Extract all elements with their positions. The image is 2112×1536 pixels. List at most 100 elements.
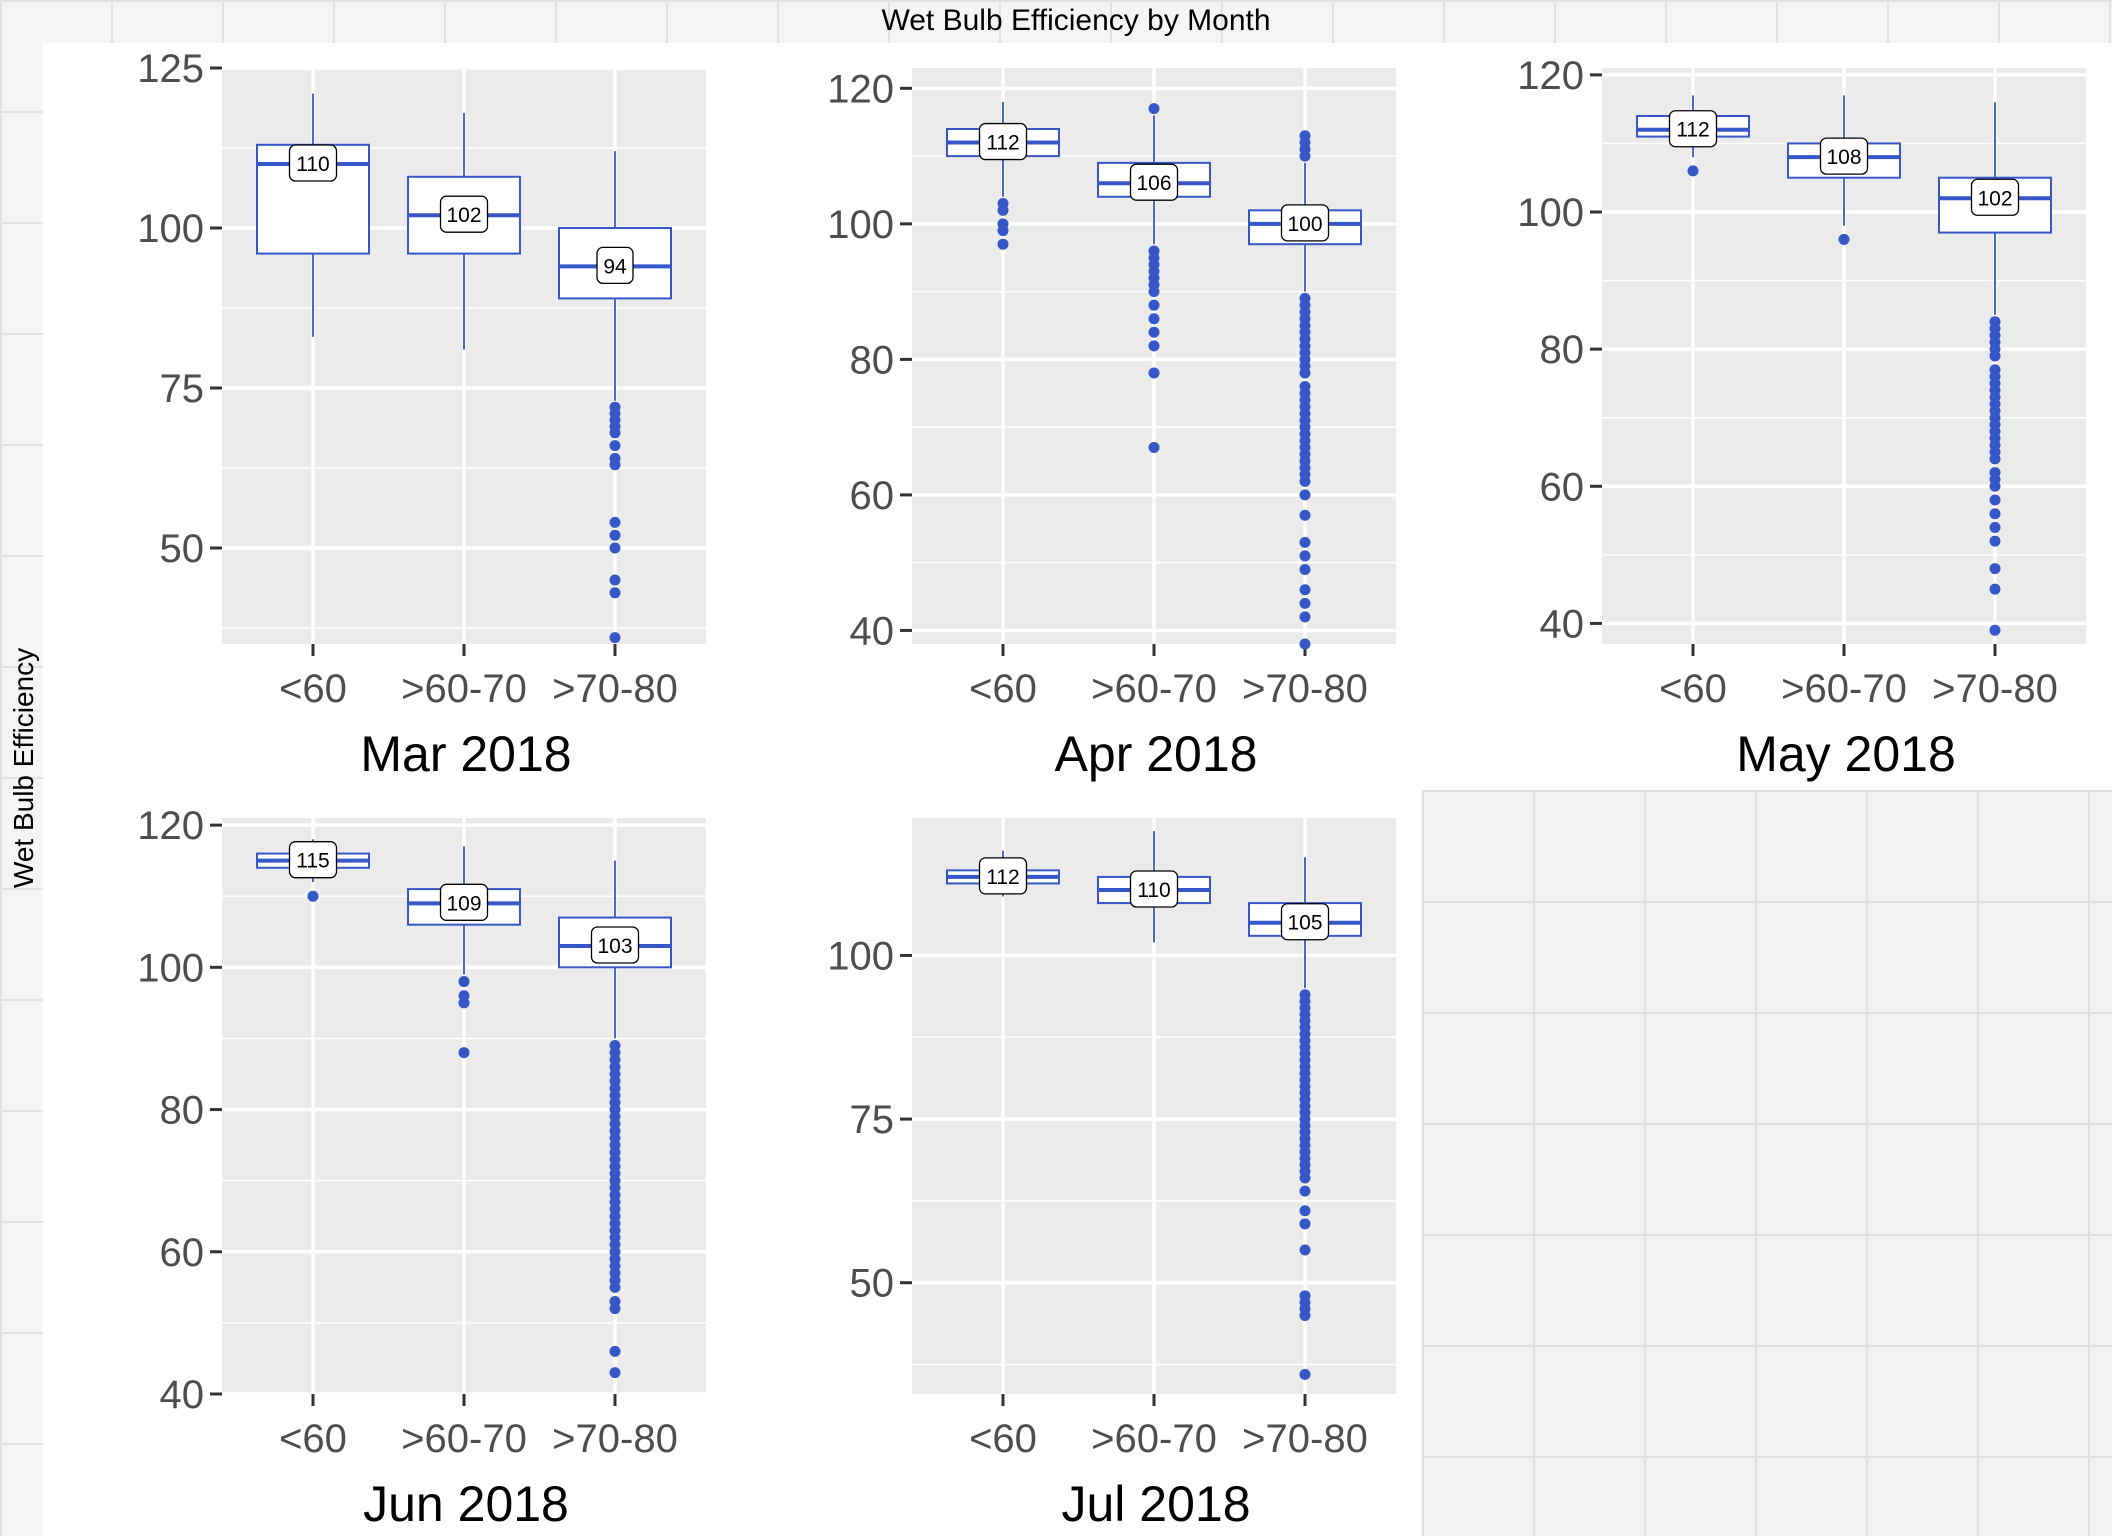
outlier-point	[1299, 475, 1311, 487]
outlier-point	[609, 440, 621, 452]
median-label-box	[1129, 870, 1179, 908]
x-tick-label: >60-70	[1091, 667, 1217, 711]
x-tick-label: >60-70	[1781, 667, 1907, 711]
box--70-80: 105	[1248, 857, 1362, 1380]
box--60: 110	[256, 93, 370, 337]
box--60: 112	[946, 850, 1060, 897]
y-tick-label: 75	[160, 367, 205, 411]
outlier-point	[609, 516, 621, 528]
median-label: 103	[597, 935, 632, 958]
median-label: 108	[1826, 146, 1861, 169]
panel-may-2018: 40 60 80 100 120 <60 >60-70 >70-80 112 108 102 May …	[1517, 54, 2086, 782]
outlier-point	[997, 225, 1009, 237]
outlier-point	[1299, 367, 1311, 379]
outlier-point	[1299, 1172, 1311, 1184]
empty-grid-cell	[1422, 790, 2112, 1536]
chart-title: Wet Bulb Efficiency by Month	[881, 4, 1271, 37]
x-tick-label: >60-70	[1091, 1417, 1217, 1461]
median-label-box	[439, 883, 489, 921]
y-tick-label: 120	[827, 67, 894, 111]
outlier-point	[1989, 624, 2001, 636]
median-label-box	[1668, 110, 1718, 148]
y-tick-label: 100	[137, 207, 204, 251]
x-tick-label: <60	[1659, 667, 1727, 711]
x-tick-label: >70-80	[1242, 667, 1368, 711]
box--60: 115	[256, 839, 370, 902]
median-label: 100	[1287, 213, 1322, 236]
outlier-point	[1148, 286, 1160, 298]
box--60: 112	[1636, 95, 1750, 177]
panel-apr-2018: 40 60 80 100 120 <60 >60-70 >70-80 112 106 100 Apr …	[827, 67, 1396, 782]
outlier-point	[1299, 584, 1311, 596]
outlier-point	[1299, 638, 1311, 650]
x-tick-label: >70-80	[1242, 1417, 1368, 1461]
box--60-70: 108	[1787, 95, 1901, 245]
x-tick-label: >70-80	[1932, 667, 2058, 711]
median-label: 109	[446, 892, 481, 915]
y-tick-label: 100	[1517, 191, 1584, 235]
y-tick-label: 40	[1540, 602, 1585, 646]
y-tick-label: 120	[137, 804, 204, 848]
y-tick-label: 50	[850, 1262, 895, 1306]
panel-subtitle: May 2018	[1736, 726, 1956, 782]
y-tick-label: 60	[160, 1231, 205, 1275]
outlier-point	[997, 238, 1009, 250]
y-tick-label: 40	[160, 1373, 205, 1417]
box--70-80: 100	[1248, 130, 1362, 650]
panel-mar-2018: 50 75 100 125 <60 >60-70 >70-80 110 102 94 Mar 201…	[137, 47, 706, 782]
y-tick-label: 100	[827, 203, 894, 247]
outlier-point	[1148, 441, 1160, 453]
median-label: 112	[986, 132, 1019, 155]
outlier-point	[1989, 480, 2001, 492]
outlier-point	[609, 427, 621, 439]
y-tick-label: 80	[850, 338, 895, 382]
outlier-point	[307, 890, 319, 902]
outlier-point	[1299, 489, 1311, 501]
outlier-point	[609, 459, 621, 471]
outlier-point	[1148, 367, 1160, 379]
median-label: 94	[603, 255, 627, 278]
box--60-70: 110	[1097, 831, 1211, 943]
outlier-point	[1299, 550, 1311, 562]
outlier-point	[1148, 340, 1160, 352]
outlier-point	[609, 1367, 621, 1379]
panel-subtitle: Jun 2018	[363, 1476, 569, 1532]
box--60-70: 109	[407, 846, 521, 1059]
outlier-point	[458, 997, 470, 1009]
outlier-point	[1687, 165, 1699, 177]
y-tick-label: 100	[137, 946, 204, 990]
y-tick-label: 80	[1540, 328, 1585, 372]
y-tick-label: 40	[850, 609, 895, 653]
outlier-point	[458, 976, 470, 988]
median-label: 115	[296, 850, 329, 873]
y-tick-label: 60	[1540, 465, 1585, 509]
x-tick-label: <60	[969, 667, 1037, 711]
x-tick-label: <60	[969, 1417, 1037, 1461]
outlier-point	[1838, 233, 1850, 245]
outlier-point	[1989, 521, 2001, 533]
median-label: 102	[446, 204, 481, 227]
median-label: 102	[1977, 187, 2012, 210]
y-tick-label: 80	[160, 1089, 205, 1133]
outlier-point	[609, 574, 621, 586]
median-label: 112	[986, 866, 1019, 889]
panel-subtitle: Jul 2018	[1061, 1476, 1250, 1532]
outlier-point	[609, 587, 621, 599]
median-label: 110	[296, 153, 329, 176]
y-tick-label: 100	[827, 934, 894, 978]
y-tick-label: 120	[1517, 54, 1584, 98]
median-label-box	[288, 144, 338, 182]
outlier-point	[1148, 326, 1160, 338]
box--60: 112	[946, 101, 1060, 250]
median-label-box	[978, 122, 1028, 161]
x-tick-label: >60-70	[401, 1417, 527, 1461]
outlier-point	[609, 1303, 621, 1315]
box--70-80: 94	[558, 151, 672, 644]
outlier-point	[1989, 583, 2001, 595]
outlier-point	[1299, 611, 1311, 623]
panel-jun-2018: 40 60 80 100 120 <60 >60-70 >70-80 115 109 103 Jun …	[137, 804, 706, 1532]
y-tick-label: 50	[160, 527, 205, 571]
median-label: 110	[1137, 879, 1170, 902]
median-label-box	[1280, 903, 1330, 941]
median-label-box	[1280, 204, 1330, 242]
